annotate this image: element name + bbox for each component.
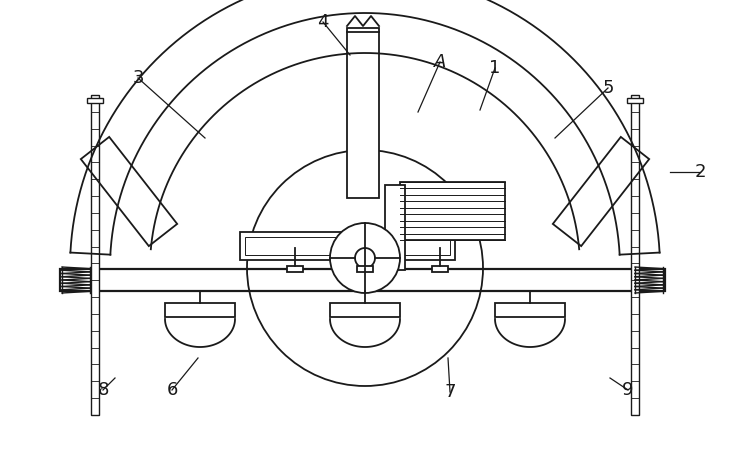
Text: 1: 1 [489, 59, 501, 77]
Text: 5: 5 [602, 79, 614, 97]
Bar [60, 269, 665, 291]
Circle shape [330, 223, 400, 293]
Bar [347, 28, 379, 198]
Bar [357, 266, 373, 272]
Bar [240, 232, 455, 260]
Text: 9: 9 [622, 381, 634, 399]
Bar [330, 303, 400, 317]
Bar [385, 185, 405, 270]
Bar [165, 303, 235, 317]
Text: 3: 3 [132, 69, 144, 87]
Text: 7: 7 [445, 383, 456, 401]
Text: A: A [434, 53, 446, 71]
Text: 4: 4 [318, 13, 328, 31]
Text: 6: 6 [166, 381, 177, 399]
Bar [245, 237, 450, 255]
Bar [400, 182, 505, 240]
Circle shape [355, 248, 375, 268]
Bar [91, 95, 99, 415]
Text: 2: 2 [694, 163, 706, 181]
Text: 8: 8 [97, 381, 109, 399]
Bar [432, 266, 448, 272]
Bar [627, 98, 643, 103]
Bar [287, 266, 303, 272]
Bar [631, 95, 639, 415]
Bar [495, 303, 565, 317]
Bar [87, 98, 103, 103]
